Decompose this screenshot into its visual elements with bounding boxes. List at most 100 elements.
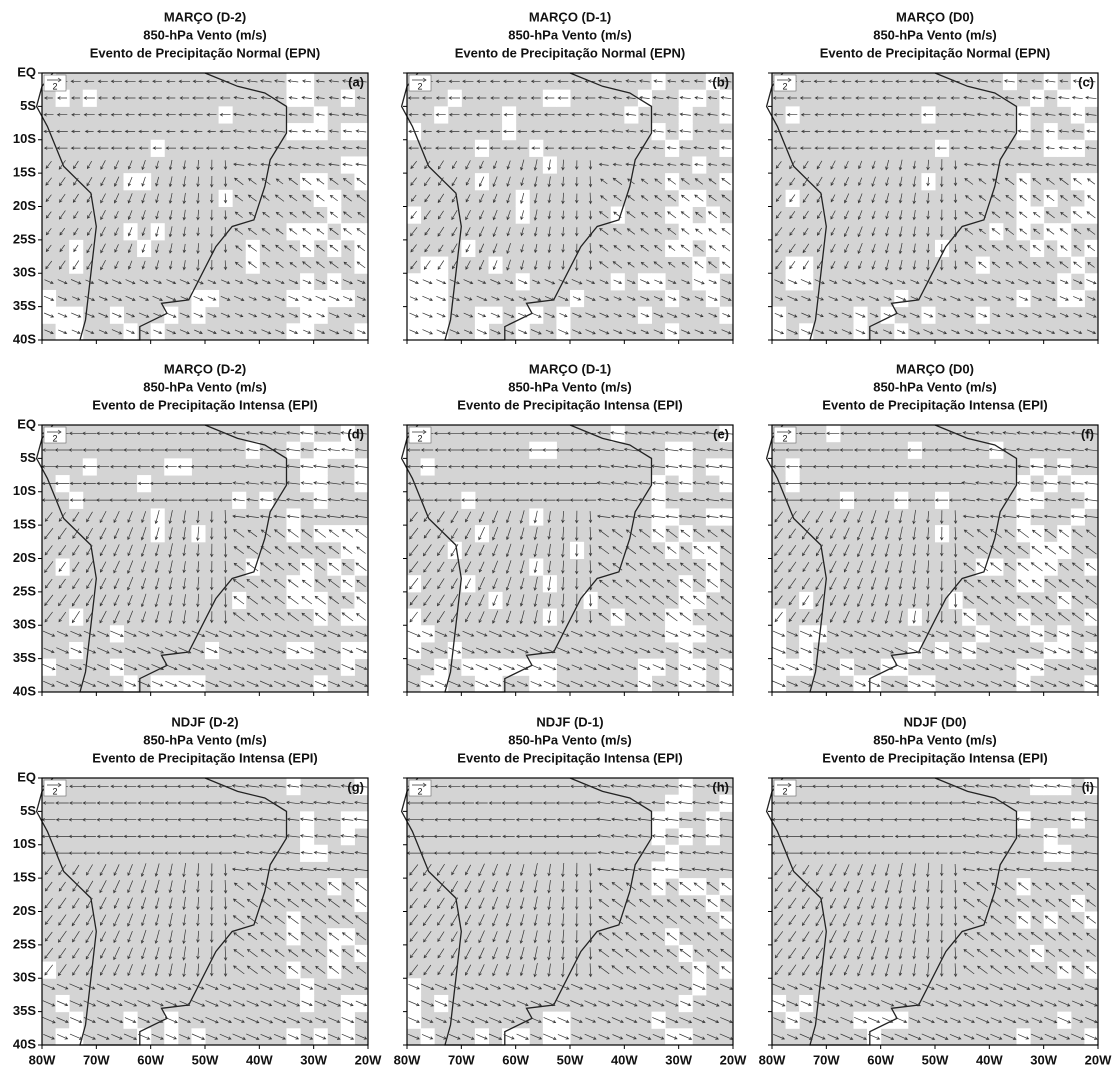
reference-arrow: [412, 77, 427, 83]
y-tick-label: 35S: [13, 1003, 36, 1018]
x-tick-label: 60W: [502, 1052, 529, 1067]
panel-label: (h): [712, 779, 729, 794]
panel-title: MARÇO (D0): [896, 361, 974, 376]
x-tick-label: 80W: [394, 1052, 421, 1067]
panel-title: NDJF (D0): [904, 714, 967, 729]
x-tick-label: 30W: [665, 1052, 692, 1067]
y-tick-label: EQ: [17, 416, 36, 431]
reference-arrow: [777, 77, 792, 83]
reference-box: [408, 74, 432, 92]
x-tick-label: 60W: [867, 1052, 894, 1067]
white-patch: [69, 608, 84, 626]
y-tick-label: 40S: [13, 1036, 36, 1051]
reference-box: [773, 74, 797, 92]
panel-title: NDJF (D-2): [171, 714, 238, 729]
y-tick-label: 30S: [13, 970, 36, 985]
panel-title: NDJF (D-1): [536, 714, 603, 729]
reference-value: 2: [52, 81, 57, 91]
y-tick-label: 30S: [13, 265, 36, 280]
y-tick-label: 5S: [20, 803, 36, 818]
panel-title: 850-hPa Vento (m/s): [508, 27, 632, 42]
x-tick-label: 70W: [83, 1052, 110, 1067]
x-tick-label: 20W: [720, 1052, 747, 1067]
panel-title: 850-hPa Vento (m/s): [508, 732, 632, 747]
panel-title: 850-hPa Vento (m/s): [873, 732, 997, 747]
y-tick-label: 5S: [20, 450, 36, 465]
x-tick-label: 20W: [355, 1052, 382, 1067]
y-tick-label: EQ: [17, 769, 36, 784]
panel-title: Evento de Precipitação Intensa (EPI): [457, 397, 682, 412]
x-tick-label: 80W: [29, 1052, 56, 1067]
reference-box: [43, 74, 67, 92]
panel-title: 850-hPa Vento (m/s): [143, 379, 267, 394]
x-tick-label: 50W: [192, 1052, 219, 1067]
reference-value: 2: [52, 786, 57, 796]
reference-value: 2: [417, 433, 422, 443]
reference-box: [43, 426, 67, 444]
reference-arrow: [777, 429, 792, 435]
x-tick-label: 50W: [922, 1052, 949, 1067]
panel-title: 850-hPa Vento (m/s): [143, 27, 267, 42]
y-tick-label: 15S: [13, 870, 36, 885]
panel-label: (f): [1081, 426, 1094, 441]
x-tick-label: 60W: [137, 1052, 164, 1067]
white-patch: [461, 575, 476, 593]
y-tick-label: 30S: [13, 617, 36, 632]
y-tick-label: 25S: [13, 936, 36, 951]
shading: [42, 778, 368, 1045]
y-tick-label: 35S: [13, 650, 36, 665]
panel-title: 850-hPa Vento (m/s): [143, 732, 267, 747]
reference-arrow: [412, 429, 427, 435]
white-patch: [785, 256, 800, 274]
panel-title: 850-hPa Vento (m/s): [873, 27, 997, 42]
reference-box: [408, 426, 432, 444]
x-tick-label: 20W: [1085, 1052, 1112, 1067]
x-tick-label: 40W: [976, 1052, 1003, 1067]
reference-value: 2: [52, 433, 57, 443]
reference-value: 2: [782, 433, 787, 443]
y-tick-label: 15S: [13, 517, 36, 532]
y-tick-label: 10S: [13, 131, 36, 146]
panel-label: (b): [712, 74, 729, 89]
panel-title: MARÇO (D-2): [164, 9, 246, 24]
panel-title: Evento de Precipitação Normal (EPN): [90, 45, 320, 60]
panel-label: (c): [1078, 74, 1094, 89]
y-tick-label: 5S: [20, 98, 36, 113]
x-tick-label: 30W: [1030, 1052, 1057, 1067]
reference-value: 2: [417, 81, 422, 91]
panel-title: MARÇO (D0): [896, 9, 974, 24]
reference-arrow: [777, 782, 792, 788]
white-patch: [69, 256, 84, 274]
y-tick-label: 20S: [13, 198, 36, 213]
white-patch: [434, 256, 449, 274]
panel-title: MARÇO (D-1): [529, 361, 611, 376]
reference-box: [773, 779, 797, 797]
panel-label: (a): [348, 74, 364, 89]
panel-label: (i): [1082, 779, 1094, 794]
panel-title: Evento de Precipitação Intensa (EPI): [822, 750, 1047, 765]
white-patch: [55, 558, 70, 576]
reference-arrow: [47, 429, 62, 435]
panel-title: Evento de Precipitação Intensa (EPI): [822, 397, 1047, 412]
panel-title: 850-hPa Vento (m/s): [873, 379, 997, 394]
panel-title: MARÇO (D-1): [529, 9, 611, 24]
x-tick-label: 40W: [611, 1052, 638, 1067]
y-tick-label: 10S: [13, 483, 36, 498]
x-tick-label: 30W: [300, 1052, 327, 1067]
x-tick-label: 70W: [448, 1052, 475, 1067]
y-tick-label: 20S: [13, 550, 36, 565]
panel-label: (g): [347, 779, 364, 794]
reference-value: 2: [782, 786, 787, 796]
y-tick-label: 15S: [13, 165, 36, 180]
y-tick-label: 20S: [13, 903, 36, 918]
panel-title: Evento de Precipitação Normal (EPN): [820, 45, 1050, 60]
reference-value: 2: [417, 786, 422, 796]
y-tick-label: 35S: [13, 298, 36, 313]
x-tick-label: 40W: [246, 1052, 273, 1067]
y-tick-label: 10S: [13, 836, 36, 851]
reference-arrow: [47, 77, 62, 83]
y-tick-label: EQ: [17, 64, 36, 79]
panel-title: Evento de Precipitação Intensa (EPI): [457, 750, 682, 765]
reference-box: [773, 426, 797, 444]
panel-label: (d): [347, 426, 364, 441]
